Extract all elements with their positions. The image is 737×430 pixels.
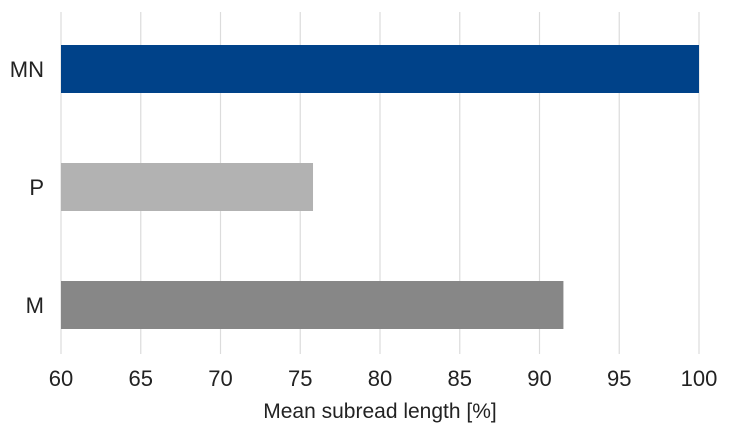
x-tick-label: 60 [49,366,73,391]
category-label-m: M [26,293,44,318]
x-tick-label: 90 [527,366,551,391]
category-labels: MN P M [10,57,44,318]
x-tick-label: 80 [368,366,392,391]
x-tick-label: 85 [448,366,472,391]
x-tick-labels: 60 65 70 75 80 85 90 95 100 [49,366,718,391]
bar-p [61,163,314,211]
bar-mn [61,45,699,93]
bars [61,45,699,329]
category-label-mn: MN [10,57,44,82]
x-tick-label: 75 [288,366,312,391]
x-tick-label: 65 [129,366,153,391]
x-axis-title: Mean subread length [%] [263,400,496,423]
bar-m [61,281,564,329]
x-tick-label: 70 [208,366,232,391]
x-tick-label: 100 [681,366,718,391]
category-label-p: P [29,175,44,200]
x-tick-label: 95 [607,366,631,391]
